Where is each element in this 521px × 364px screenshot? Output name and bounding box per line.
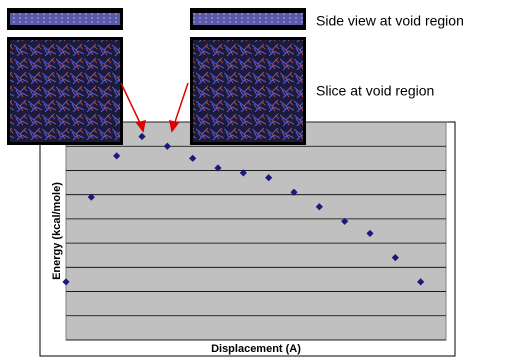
image-right (190, 8, 306, 145)
image-left (7, 8, 123, 145)
annotation: Slice at void region (316, 83, 434, 99)
annotation: Side view at void region (316, 13, 464, 29)
figure: Energy (kcal/mole) Displacement (A) Side… (0, 0, 521, 364)
x-axis-label: Displacement (A) (211, 343, 301, 355)
plot-area (66, 122, 446, 340)
y-axis-label: Energy (kcal/mole) (51, 182, 63, 280)
